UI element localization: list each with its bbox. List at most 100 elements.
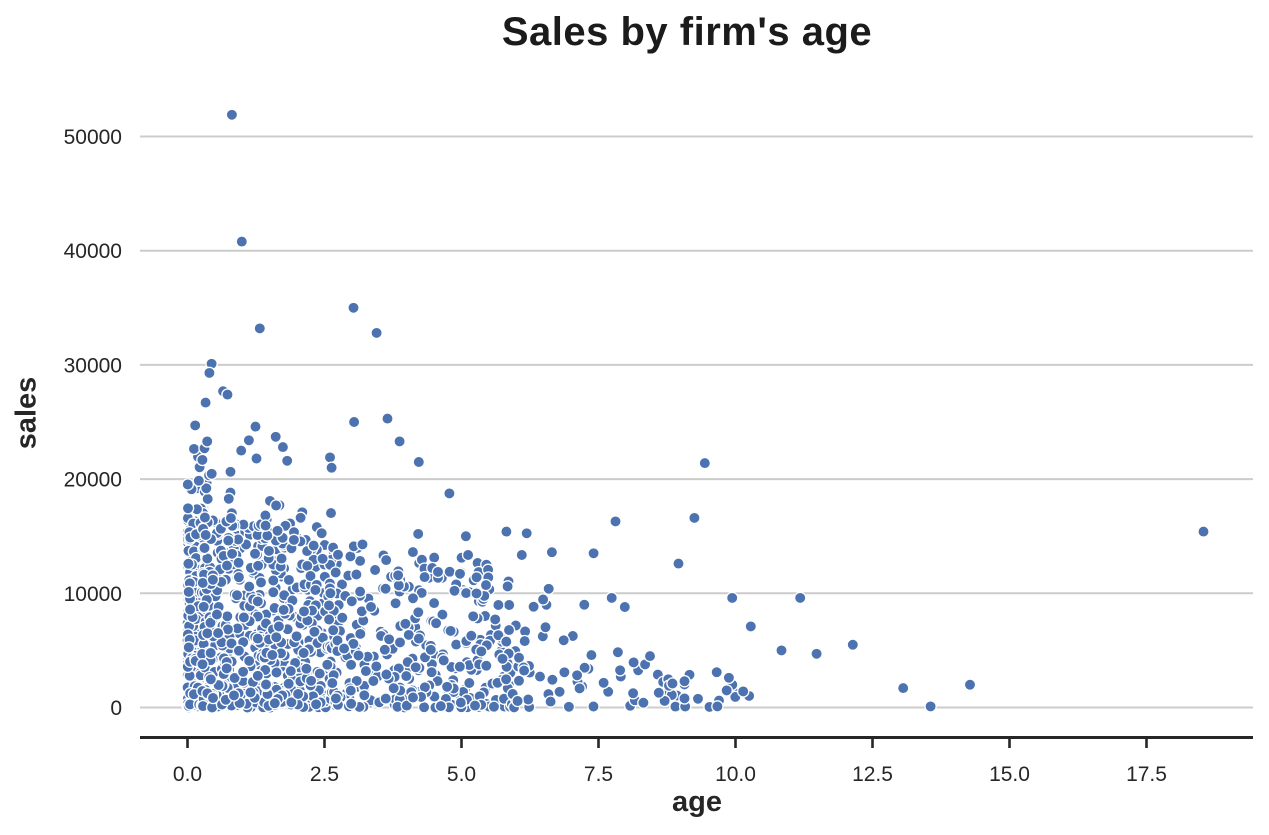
scatter-point [284, 664, 298, 678]
x-tick-label: 12.5 [852, 763, 893, 786]
y-tick-label: 50000 [64, 126, 122, 149]
scatter-point [389, 597, 402, 610]
scatter-point [315, 526, 328, 540]
scatter-point [270, 630, 283, 644]
scatter-point [463, 676, 476, 690]
scatter-point [307, 539, 320, 552]
scatter-point [220, 559, 234, 572]
scatter-point [578, 661, 591, 674]
scatter-point [434, 699, 448, 713]
scatter-point [400, 669, 413, 683]
scatter-point [429, 616, 443, 630]
scatter-point [488, 613, 502, 626]
scatter-point [267, 574, 280, 587]
scatter-point [424, 643, 438, 657]
scatter-point [227, 689, 241, 702]
scatter-point [1197, 525, 1210, 538]
scatter-point [587, 700, 600, 713]
scatter-point [222, 492, 236, 506]
scatter-point [313, 667, 326, 680]
scatter-point [243, 580, 256, 593]
scatter-point [479, 578, 493, 592]
scatter-point [431, 565, 445, 579]
scatter-point [409, 661, 422, 674]
scatter-point [611, 645, 625, 659]
scatter-point [201, 627, 214, 640]
scatter-point [230, 588, 244, 602]
scatter-point [744, 620, 758, 633]
scatter-point [465, 629, 478, 642]
scatter-point [201, 492, 214, 506]
scatter-point [379, 692, 393, 705]
scatter-point [368, 563, 382, 577]
scatter-point [225, 637, 238, 650]
scatter-point [487, 700, 501, 713]
scatter-point [182, 585, 195, 599]
scatter-point [444, 624, 457, 638]
scatter-point [846, 638, 860, 651]
y-tick-label: 30000 [64, 354, 122, 377]
scatter-point [381, 412, 394, 425]
scatter-point [291, 687, 305, 701]
scatter-point [924, 700, 937, 713]
scatter-point [468, 699, 482, 712]
scatter-point [496, 652, 509, 666]
scatter-point [196, 658, 209, 671]
scatter-point [356, 538, 369, 551]
scatter-point [297, 646, 310, 660]
scatter-point [544, 695, 557, 708]
scatter-point [367, 674, 380, 688]
scatter-point [425, 665, 438, 679]
scatter-point [618, 600, 632, 614]
scatter-point [461, 548, 475, 562]
scatter-point [443, 487, 456, 500]
scatter-point [181, 502, 195, 515]
scatter-point [347, 301, 360, 315]
scatter-point [204, 616, 217, 629]
scatter-point [500, 635, 513, 648]
scatter-point [259, 519, 272, 532]
scatter-point [282, 677, 295, 690]
scatter-point [242, 434, 256, 447]
scatter-point [511, 694, 524, 708]
chart-title: Sales by firm's age [501, 10, 873, 54]
scatter-point [326, 623, 340, 637]
scatter-point [204, 646, 217, 660]
scatter-point [325, 461, 338, 474]
scatter-point [399, 617, 412, 631]
scatter-point [197, 600, 210, 614]
scatter-point [810, 647, 823, 661]
scatter-point [499, 673, 513, 686]
scatter-point [672, 557, 685, 570]
scatter-point [182, 557, 195, 570]
scatter-point [251, 595, 265, 608]
scatter-point [182, 641, 196, 654]
scatter-point [412, 606, 425, 619]
scatter-point [235, 235, 249, 248]
scatter-point [453, 567, 467, 581]
scatter-point [417, 700, 431, 714]
scatter-point [267, 585, 280, 599]
scatter-point [370, 660, 383, 673]
scatter-point [406, 691, 420, 704]
scatter-point [440, 680, 454, 694]
scatter-point [232, 556, 245, 569]
scatter-point [251, 669, 265, 683]
scatter-point [331, 634, 344, 647]
scatter-point [250, 452, 263, 465]
scatter-point [225, 108, 239, 122]
scatter-point [570, 669, 584, 682]
scatter-point [527, 600, 540, 613]
scatter-point [382, 633, 396, 646]
scatter-point [391, 569, 405, 582]
scatter-point [271, 524, 284, 538]
scatter-point [277, 603, 290, 617]
scatter-point [324, 586, 337, 600]
scatter-point [196, 453, 209, 467]
y-tick-label: 0 [110, 697, 122, 720]
scatter-point [558, 666, 571, 679]
scatter-point [359, 664, 373, 678]
scatter-point [200, 482, 213, 495]
scatter-point [242, 654, 256, 668]
